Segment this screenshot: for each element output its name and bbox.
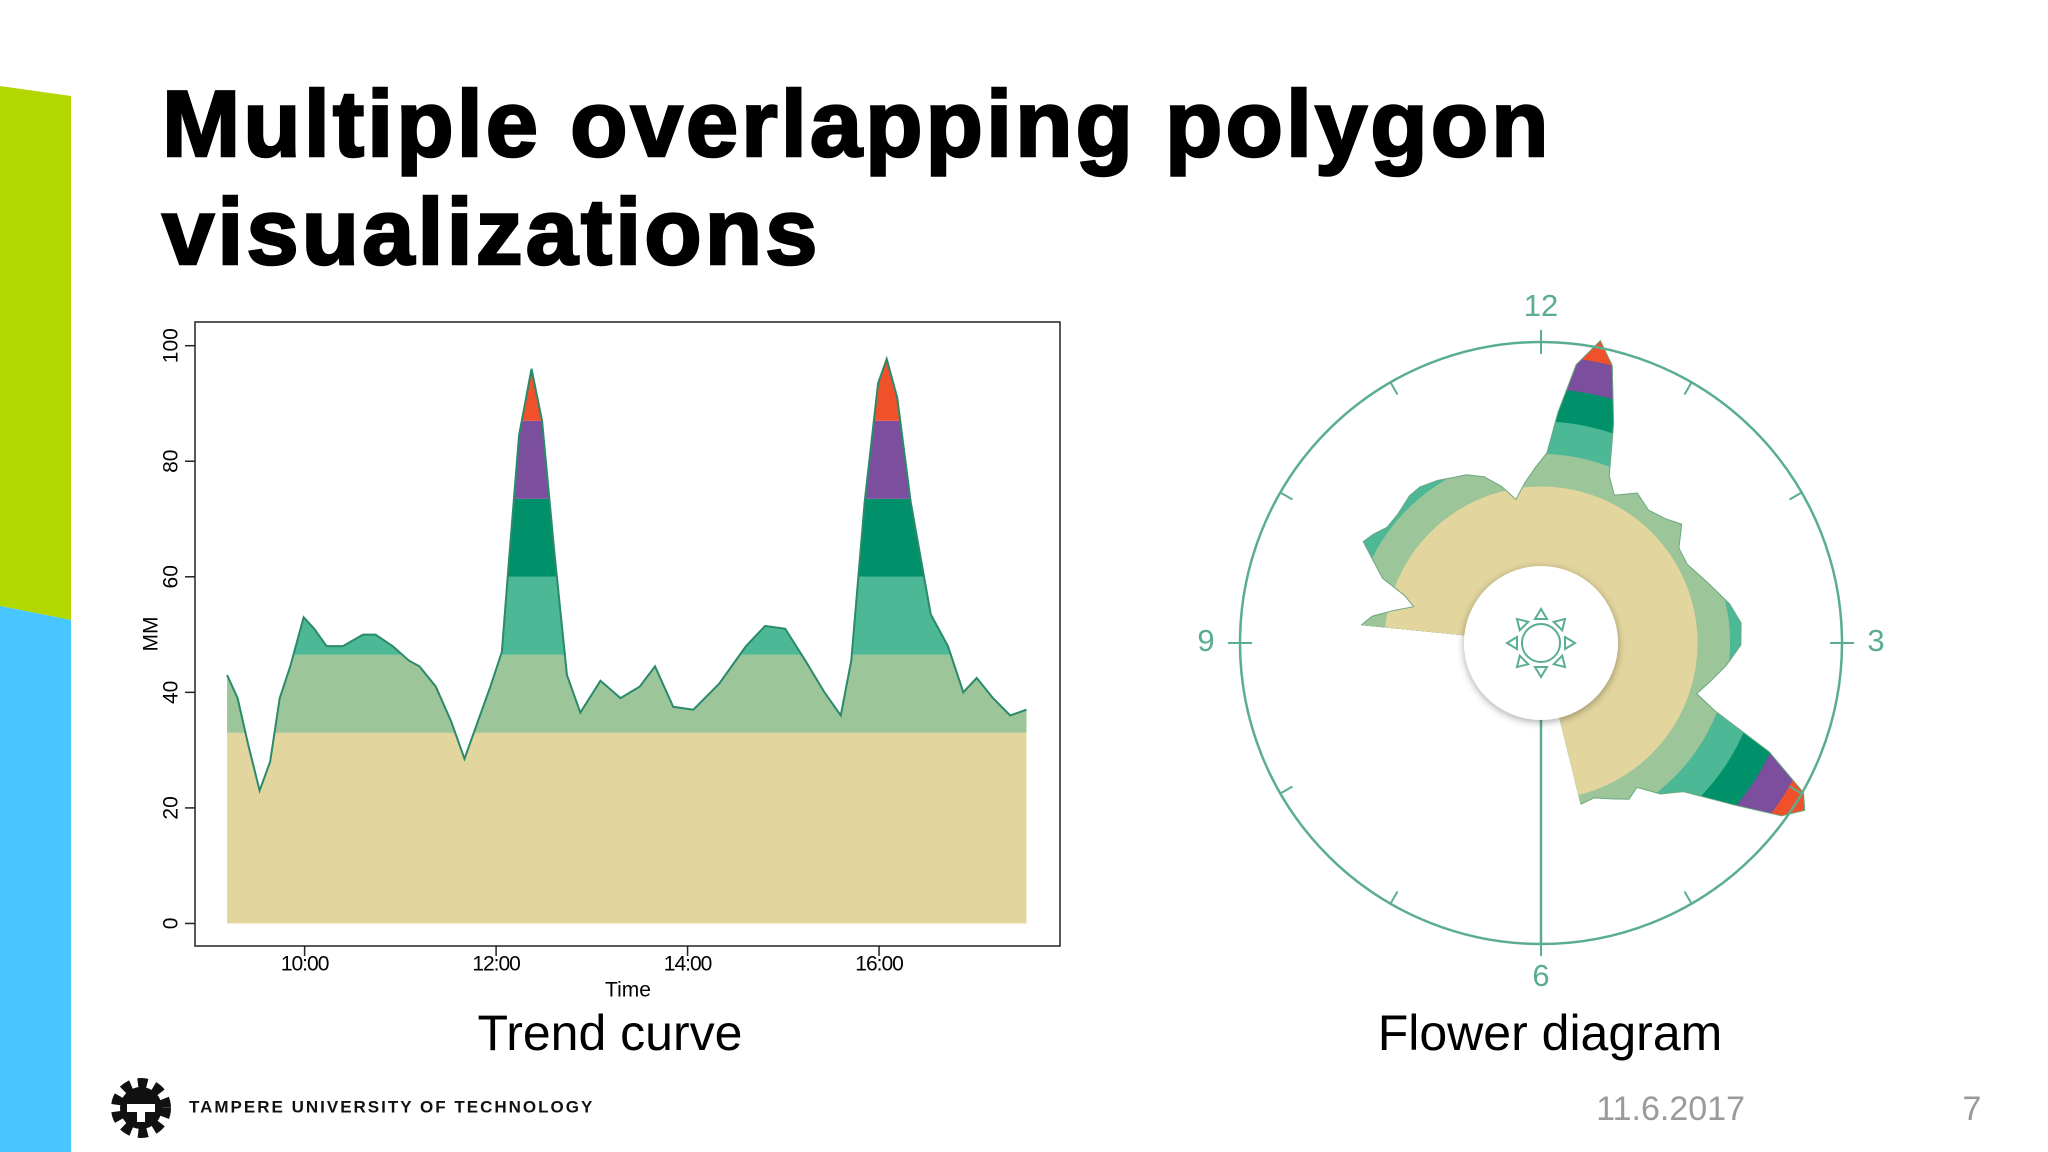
y-tick-label: 20 [160, 796, 183, 819]
clock-label: 6 [1532, 958, 1549, 993]
x-tick-label: 12:00 [472, 953, 520, 976]
hour-tick [1279, 491, 1293, 501]
y-tick-label: 100 [160, 328, 183, 363]
x-tick-label: 16:00 [855, 953, 903, 976]
hour-tick [1683, 381, 1693, 395]
band [227, 420, 1027, 499]
caption: Trend curve [478, 1005, 743, 1061]
sun-ray [1505, 635, 1518, 651]
blue-bar [0, 606, 71, 1152]
sun-ray [1533, 607, 1549, 620]
sun-ray [1515, 653, 1531, 669]
sun-ray [1551, 617, 1567, 633]
sun-ray [1564, 635, 1577, 651]
y-tick-label: 40 [160, 681, 183, 704]
y-tick-label: 60 [160, 565, 183, 588]
bands [227, 358, 1027, 924]
clock-label: 12 [1524, 288, 1558, 323]
x-axis-label: Time [605, 979, 651, 1002]
institution: TAMPERE UNIVERSITY OF TECHNOLOGY [189, 1097, 594, 1116]
band [227, 358, 1027, 421]
band [227, 732, 1027, 924]
date: 11.6.2017 [1596, 1090, 1745, 1128]
sun-ray [1515, 617, 1531, 633]
area-outline [226, 355, 1027, 794]
y-tick-label: 0 [160, 918, 183, 930]
clock-label: 9 [1197, 623, 1214, 658]
title-line: Multiple overlapping polygon [161, 70, 1552, 178]
hour-tick [1389, 381, 1399, 395]
hour-tick [1389, 891, 1399, 905]
x-tick-label: 10:00 [281, 953, 329, 976]
y-tick-label: 80 [160, 450, 183, 473]
title-line: visualizations [161, 178, 821, 286]
hole [1464, 566, 1618, 720]
sun-ray [1551, 653, 1567, 669]
green-bar [0, 86, 71, 620]
caption: Flower diagram [1378, 1005, 1723, 1061]
sun-core [1521, 623, 1561, 663]
hour-tick [1789, 491, 1803, 501]
sun-ray [1533, 666, 1549, 679]
flower-outline [1360, 339, 1806, 817]
clock-label: 3 [1867, 623, 1884, 658]
hour-tick [1789, 785, 1803, 795]
band [227, 498, 1027, 577]
page-number: 7 [1963, 1090, 1982, 1128]
hour-tick [1683, 891, 1693, 905]
sun-icon [1505, 607, 1577, 679]
x-tick-label: 14:00 [664, 953, 712, 976]
logo-gear [111, 1078, 171, 1138]
hour-tick [1279, 785, 1293, 795]
plot-frame [194, 321, 1061, 947]
y-axis-label: MM [140, 617, 163, 652]
